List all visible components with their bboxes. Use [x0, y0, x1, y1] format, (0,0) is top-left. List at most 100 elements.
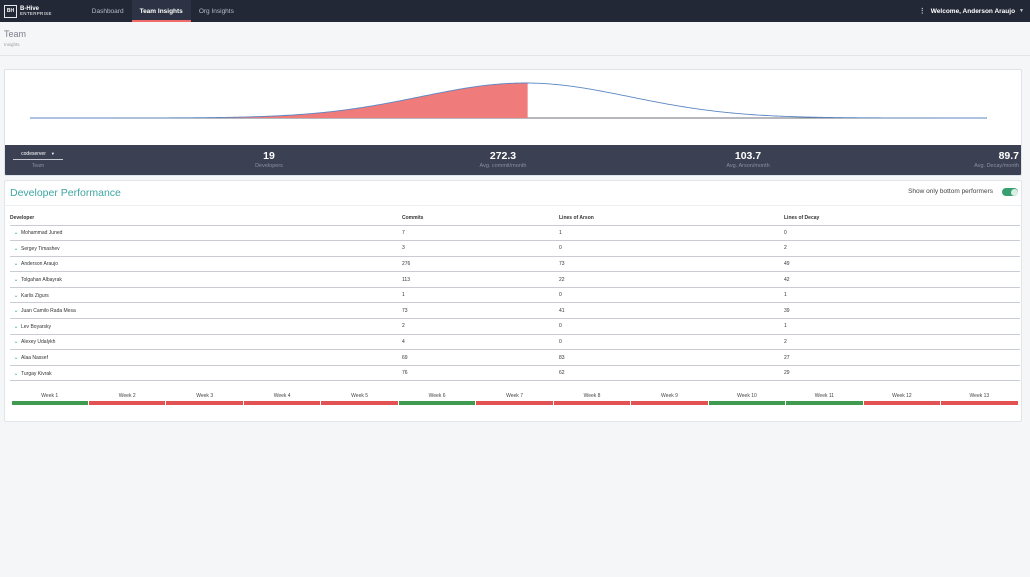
- commits-cell: 4: [402, 334, 559, 351]
- week-status-bar: [398, 401, 476, 405]
- developer-name: Juan Camilo Rada Mesa: [21, 308, 76, 315]
- brand-logo[interactable]: BH B-Hive ENTERPRISE: [4, 4, 52, 18]
- week-label: Week 12: [892, 393, 912, 399]
- chevron-down-icon[interactable]: ⌄: [13, 323, 19, 330]
- week-status[interactable]: Week 6: [398, 391, 476, 405]
- highlight-area: [30, 83, 528, 118]
- week-label: Week 10: [737, 393, 757, 399]
- bottom-performers-toggle[interactable]: [1002, 188, 1018, 196]
- table-row[interactable]: ⌄ Karlis Zigurs 1 0 1: [10, 287, 1020, 304]
- week-label: Week 4: [273, 393, 291, 399]
- chevron-down-icon[interactable]: ⌄: [13, 261, 19, 268]
- week-status-bar: [88, 401, 166, 405]
- week-status[interactable]: Week 12: [863, 391, 941, 405]
- nav-org-insights[interactable]: Org Insights: [198, 7, 234, 15]
- vertical-dots-icon[interactable]: ⋮: [918, 7, 926, 15]
- stat-label: Developers: [255, 163, 283, 169]
- decay-cell: 1: [784, 318, 1020, 335]
- week-status[interactable]: Week 13: [941, 391, 1018, 405]
- week-status[interactable]: Week 9: [631, 391, 708, 405]
- logo-mark: BH: [4, 4, 17, 18]
- week-status[interactable]: Week 5: [321, 391, 398, 405]
- table-row[interactable]: ⌄ Turgay Kivrak 76 62 29: [10, 365, 1020, 382]
- week-status-bar: [786, 401, 863, 405]
- chevron-down-icon[interactable]: ⌄: [13, 277, 19, 284]
- week-label: Week 6: [428, 393, 446, 399]
- decay-cell: 42: [784, 271, 1020, 288]
- week-status-bar: [166, 401, 243, 405]
- commits-cell: 276: [402, 256, 559, 273]
- developer-name: Alaa Nassef: [21, 355, 48, 362]
- week-status-bar: [553, 401, 631, 405]
- developer-cell: ⌄ Sergey Timashev: [10, 240, 402, 257]
- logo-name: B-Hive: [20, 5, 40, 12]
- stat-avg-decay: 89.7 Avg. Decay/month: [939, 150, 1019, 169]
- arson-cell: 62: [559, 365, 784, 382]
- distribution-curve: [30, 82, 986, 119]
- stat-label: Avg. commit/month: [479, 163, 527, 169]
- arson-cell: 73: [559, 256, 784, 273]
- week-label: Week 1: [41, 393, 59, 399]
- chevron-down-icon[interactable]: ⌄: [13, 308, 19, 315]
- table-row[interactable]: ⌄ Anderson Araujo 276 73 49: [10, 256, 1020, 273]
- commits-cell: 113: [402, 271, 559, 288]
- week-status[interactable]: Week 7: [476, 391, 553, 405]
- week-status[interactable]: Week 1: [11, 391, 88, 405]
- arson-cell: 0: [559, 287, 784, 304]
- nav-team-insights[interactable]: Team Insights: [131, 0, 192, 22]
- week-status[interactable]: Week 10: [708, 391, 786, 405]
- developer-cell: ⌄ Alexey Udalykh: [10, 334, 402, 351]
- arson-cell: 41: [559, 302, 784, 320]
- weekly-status-strip: Week 1 Week 2 Week 3 Week 4 Week 5 Week 6 Week…: [11, 391, 1018, 405]
- week-status[interactable]: Week 4: [243, 391, 321, 405]
- commits-cell: 3: [402, 240, 559, 257]
- developer-name: Lev Boyarsky: [21, 323, 52, 330]
- chevron-down-icon[interactable]: ⌄: [13, 355, 19, 362]
- top-navbar: BH B-Hive ENTERPRISE Dashboard Team Insi…: [0, 0, 1030, 22]
- week-label: Week 2: [118, 393, 136, 399]
- caret-down-icon[interactable]: ▼: [1019, 8, 1024, 14]
- table-row[interactable]: ⌄ Lev Boyarsky 2 0 1: [10, 318, 1020, 335]
- commits-cell: 69: [402, 349, 559, 366]
- developer-cell: ⌄ Lev Boyarsky: [10, 318, 402, 335]
- week-status[interactable]: Week 8: [553, 391, 631, 405]
- decay-cell: 39: [784, 302, 1020, 320]
- developer-cell: ⌄ Juan Camilo Rada Mesa: [10, 302, 402, 320]
- table-row[interactable]: ⌄ Tolgahan Albayrak 113 22 42: [10, 271, 1020, 288]
- week-status[interactable]: Week 2: [88, 391, 166, 405]
- table-row[interactable]: ⌄ Sergey Timashev 3 0 2: [10, 240, 1020, 257]
- week-label: Week 3: [196, 393, 214, 399]
- week-label: Week 8: [583, 393, 601, 399]
- section-title: Developer Performance: [10, 187, 121, 199]
- developer-name: Mohammad Juned: [21, 230, 63, 237]
- table-row[interactable]: ⌄ Juan Camilo Rada Mesa 73 41 39: [10, 302, 1020, 320]
- week-label: Week 13: [969, 393, 990, 399]
- team-select-value: codeserver: [21, 151, 46, 157]
- nav-dashboard[interactable]: Dashboard: [91, 7, 124, 15]
- table-row[interactable]: ⌄ Alexey Udalykh 4 0 2: [10, 334, 1020, 351]
- column-header-decay[interactable]: Lines of Decay: [784, 212, 1020, 226]
- team-stats-bar: codeserver ▼ Team 19 Developers 272.3 Avg…: [5, 145, 1021, 175]
- week-status[interactable]: Week 3: [166, 391, 243, 405]
- chevron-down-icon[interactable]: ⌄: [13, 339, 19, 346]
- developer-cell: ⌄ Turgay Kivrak: [10, 365, 402, 382]
- stat-avg-arson: 103.7 Avg. Arson/month: [698, 150, 798, 169]
- column-header-arson[interactable]: Lines of Arson: [559, 212, 784, 226]
- table-row[interactable]: ⌄ Alaa Nassef 69 83 27: [10, 349, 1020, 366]
- developer-cell: ⌄ Mohammad Juned: [10, 225, 402, 242]
- commits-cell: 76: [402, 365, 559, 382]
- chevron-down-icon[interactable]: ⌄: [13, 230, 19, 237]
- commits-cell: 7: [402, 225, 559, 242]
- user-menu[interactable]: ⋮ Welcome, Anderson Araujo ▼: [919, 0, 1024, 22]
- week-status[interactable]: Week 11: [786, 391, 863, 405]
- stat-value: 272.3: [489, 150, 517, 162]
- table-row[interactable]: ⌄ Mohammad Juned 7 1 0: [10, 225, 1020, 242]
- developer-table: Developer Commits Lines of Arson Lines o…: [10, 212, 1020, 382]
- column-header-developer[interactable]: Developer: [10, 212, 402, 226]
- team-select[interactable]: codeserver ▼: [13, 151, 63, 160]
- chevron-down-icon[interactable]: ⌄: [13, 245, 19, 252]
- table-header-row: Developer Commits Lines of Arson Lines o…: [10, 212, 1020, 226]
- chevron-down-icon[interactable]: ⌄: [13, 370, 19, 377]
- column-header-commits[interactable]: Commits: [402, 212, 559, 226]
- chevron-down-icon[interactable]: ⌄: [13, 292, 19, 299]
